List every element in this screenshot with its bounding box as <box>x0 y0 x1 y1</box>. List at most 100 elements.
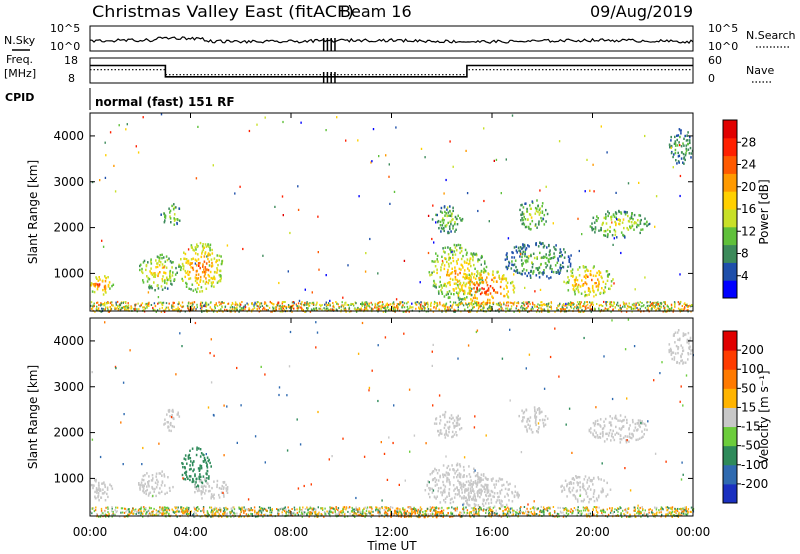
velocity-cell <box>101 511 103 514</box>
power-cell <box>103 303 105 306</box>
velocity-cell <box>534 413 536 416</box>
velocity-cell <box>586 495 589 498</box>
power-cell <box>218 273 221 277</box>
power-cell <box>178 207 180 210</box>
power-cell <box>588 293 590 296</box>
power-cell <box>345 301 347 304</box>
power-cell <box>274 306 277 309</box>
velocity-cell <box>203 454 205 457</box>
velocity-cell <box>439 501 442 504</box>
power-cell <box>468 273 471 276</box>
power-cell <box>200 286 203 289</box>
velocity-cell <box>149 491 152 494</box>
power-cell <box>588 301 591 304</box>
velocity-cell <box>468 504 471 507</box>
velocity-cell <box>94 495 96 498</box>
velocity-cell <box>103 481 105 484</box>
velocity-cell <box>362 512 364 515</box>
power-cell <box>215 302 217 305</box>
velocity-cell <box>463 497 465 500</box>
power-cell <box>332 302 334 304</box>
velocity-cell <box>584 507 586 510</box>
power-cell <box>265 304 268 307</box>
velocity-cell <box>438 469 440 472</box>
power-cell <box>439 303 441 306</box>
power-cell <box>603 230 606 233</box>
power-cell <box>534 224 537 227</box>
velocity-cell <box>611 417 614 420</box>
velocity-cell <box>531 431 534 434</box>
velocity-cell <box>265 513 267 516</box>
power-cell <box>480 302 482 305</box>
power-cell <box>640 228 642 231</box>
velocity-cell <box>595 431 597 434</box>
power-cell <box>226 244 229 247</box>
velocity-cell <box>443 488 446 491</box>
velocity-cell <box>639 425 641 429</box>
power-cell <box>166 282 168 285</box>
power-cell <box>427 251 430 255</box>
power-cell <box>368 305 370 308</box>
power-cell <box>501 307 503 310</box>
power-cell <box>598 280 600 283</box>
power-data <box>90 113 694 313</box>
velocity-cell <box>446 495 448 498</box>
velocity-cell <box>169 423 172 427</box>
velocity-cell <box>641 420 643 423</box>
power-cell <box>506 286 508 289</box>
power-cell <box>585 276 587 280</box>
power-cell <box>474 277 477 280</box>
power-cell <box>620 231 623 234</box>
power-cell <box>293 307 295 310</box>
power-cell <box>674 151 677 155</box>
velocity-cell <box>358 507 361 510</box>
power-cell <box>541 211 544 214</box>
power-cell <box>213 285 215 288</box>
power-cell <box>470 289 472 292</box>
power-cell <box>418 308 421 310</box>
power-cell <box>537 268 539 271</box>
power-cell <box>449 209 451 213</box>
velocity-cell <box>499 492 502 495</box>
power-cell <box>628 306 630 309</box>
velocity-cell <box>329 508 331 511</box>
power-cell <box>572 288 575 291</box>
power-cell <box>182 279 184 282</box>
velocity-cell <box>204 458 207 462</box>
power-cell <box>470 293 473 297</box>
velocity-cell <box>672 334 675 337</box>
power-cell <box>146 280 149 283</box>
velocity-cell <box>171 414 173 417</box>
power-cell <box>569 265 572 268</box>
velocity-cell <box>436 511 438 514</box>
velocity-cell <box>556 515 559 518</box>
power-cell <box>127 306 129 309</box>
power-cell <box>261 305 263 308</box>
power-cell <box>479 303 481 306</box>
power-cell <box>236 303 238 306</box>
power-cell <box>451 306 453 309</box>
velocity-cell <box>472 496 474 499</box>
power-cell <box>519 253 522 256</box>
power-cell <box>504 277 506 280</box>
power-cell <box>612 301 615 304</box>
power-cell <box>643 222 646 226</box>
power-cell <box>109 287 111 290</box>
velocity-cell <box>419 511 421 514</box>
power-cell <box>681 305 683 307</box>
velocity-cell <box>671 508 673 511</box>
velocity-cell <box>233 506 235 509</box>
power-cell <box>231 307 234 310</box>
power-cell <box>164 308 167 311</box>
velocity-cell <box>450 414 453 417</box>
velocity-cell <box>619 419 621 422</box>
velocity-cell <box>685 511 687 514</box>
power-cell <box>98 283 101 286</box>
power-cell <box>623 303 625 306</box>
power-cell <box>506 293 508 296</box>
power-cell <box>578 249 580 253</box>
power-cell <box>168 302 170 305</box>
power-cell <box>425 302 428 305</box>
velocity-cell <box>480 473 483 476</box>
velocity-cell <box>595 509 598 512</box>
